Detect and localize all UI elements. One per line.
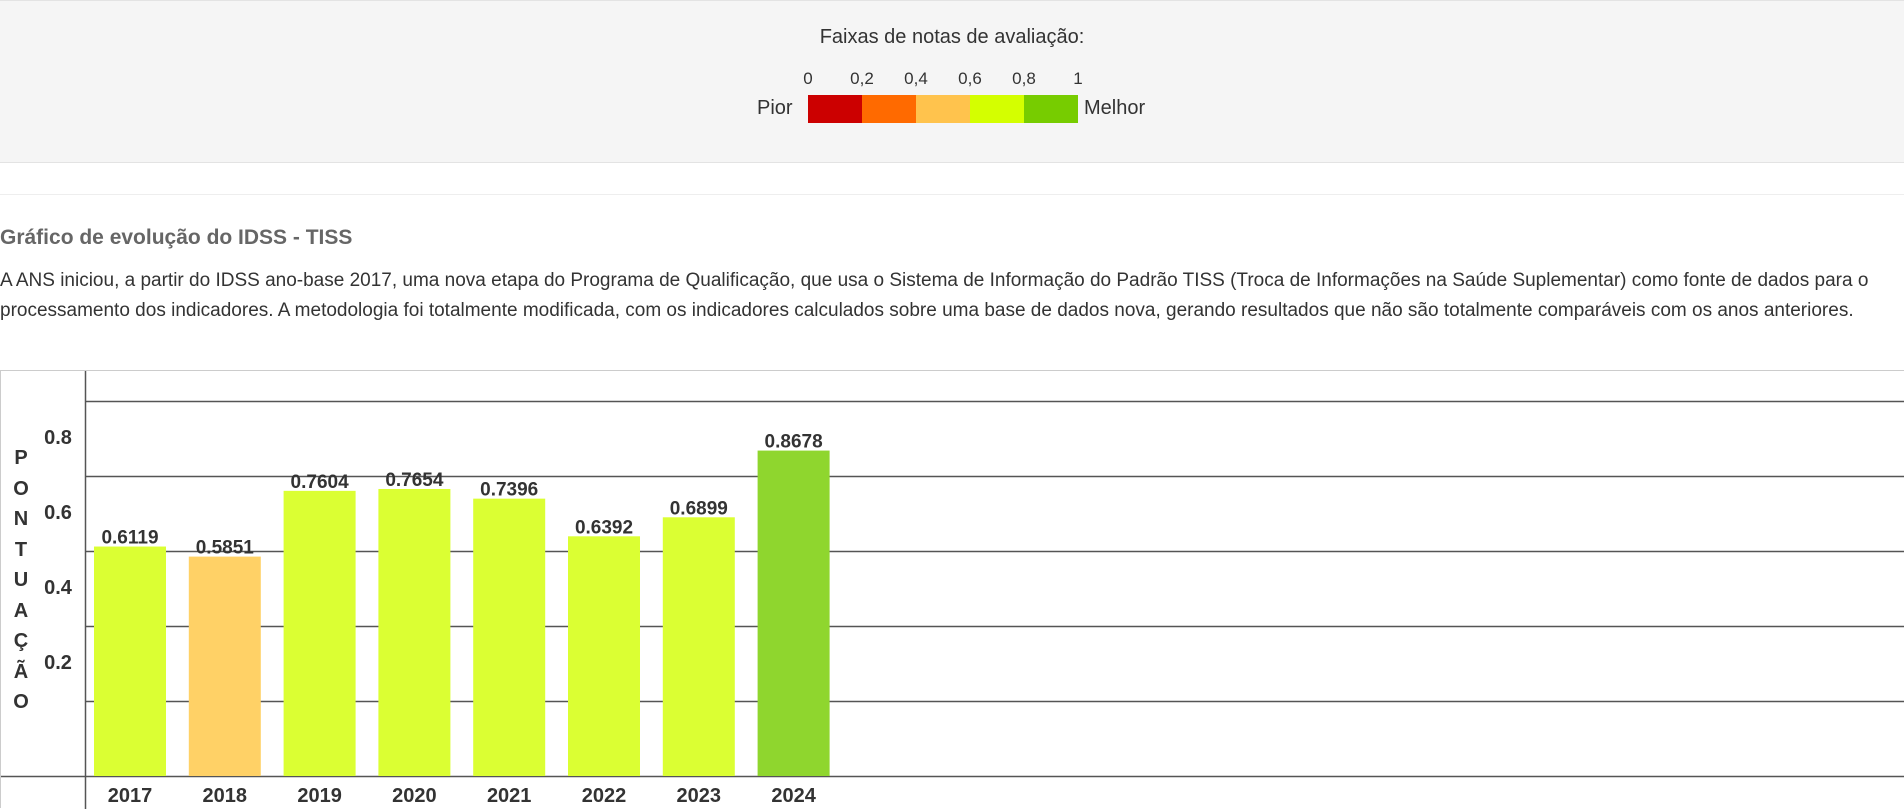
bar-value-label: 0.7654 — [385, 470, 444, 491]
legend-tick-label: 1 — [1073, 69, 1083, 88]
y-tick-label: 0.8 — [44, 427, 72, 449]
bar-value-label: 0.6899 — [670, 498, 728, 519]
y-tick-label: 0.4 — [44, 577, 73, 599]
rating-legend-panel: Faixas de notas de avaliação: 0 0,2 0,4 0,6… — [0, 0, 1904, 163]
legend-title: Faixas de notas de avaliação: — [819, 26, 1085, 48]
legend-best-label: Melhor — [1084, 97, 1146, 119]
bar — [378, 488, 451, 776]
bar-value-label: 0.8678 — [765, 432, 823, 453]
legend-worst-label: Pior — [757, 97, 793, 119]
x-tick-label: 2018 — [203, 785, 248, 807]
bar-value-label: 0.6119 — [101, 528, 158, 549]
bar-value-label: 0.6392 — [575, 517, 633, 538]
legend-tick-label: 0,6 — [958, 69, 982, 88]
x-tick-label: 2017 — [108, 785, 153, 807]
x-tick-label: 2021 — [487, 785, 532, 807]
legend-tick-label: 0 — [803, 69, 813, 88]
section-description: A ANS iniciou, a partir do IDSS ano-base… — [0, 270, 1869, 321]
bar-value-label: 0.7604 — [291, 472, 350, 493]
section-title: Gráfico de evolução do IDSS - TISS — [0, 226, 353, 249]
x-tick-label: 2020 — [392, 785, 437, 807]
bar-value-label: 0.7396 — [480, 480, 538, 501]
y-axis-label: PONTUAÇÃO — [13, 447, 29, 713]
legend-swatch — [862, 95, 916, 123]
bar — [473, 498, 546, 776]
y-tick-label: 0.2 — [44, 652, 72, 674]
legend-swatch — [1024, 95, 1078, 123]
bar — [188, 556, 261, 776]
bar — [662, 517, 735, 776]
x-tick-label: 2019 — [297, 785, 342, 807]
legend-tick-label: 0,4 — [904, 69, 928, 88]
section-divider — [0, 194, 1904, 195]
legend-swatch — [970, 95, 1024, 123]
bar — [283, 490, 356, 776]
y-tick-label: 1.0 — [44, 371, 72, 374]
bar — [568, 536, 640, 776]
idss-chart-svg: 0.2 0.4 0.6 0.8 1.0 0.6119 2017 0.5851 2018 0.760… — [1, 371, 1904, 809]
legend-swatch — [916, 95, 970, 123]
bar-value-label: 0.5851 — [196, 538, 255, 559]
legend-tick-label: 0,2 — [850, 69, 874, 88]
x-tick-label: 2024 — [771, 785, 816, 807]
legend-swatch — [808, 95, 862, 123]
x-tick-label: 2022 — [582, 785, 627, 807]
bar — [94, 546, 166, 776]
bar — [757, 450, 830, 776]
idss-chart: 0.2 0.4 0.6 0.8 1.0 0.6119 2017 0.5851 2018 0.760… — [0, 370, 1904, 809]
y-tick-label: 0.6 — [44, 502, 72, 524]
x-tick-label: 2023 — [677, 785, 722, 807]
legend-tick-label: 0,8 — [1012, 69, 1036, 88]
